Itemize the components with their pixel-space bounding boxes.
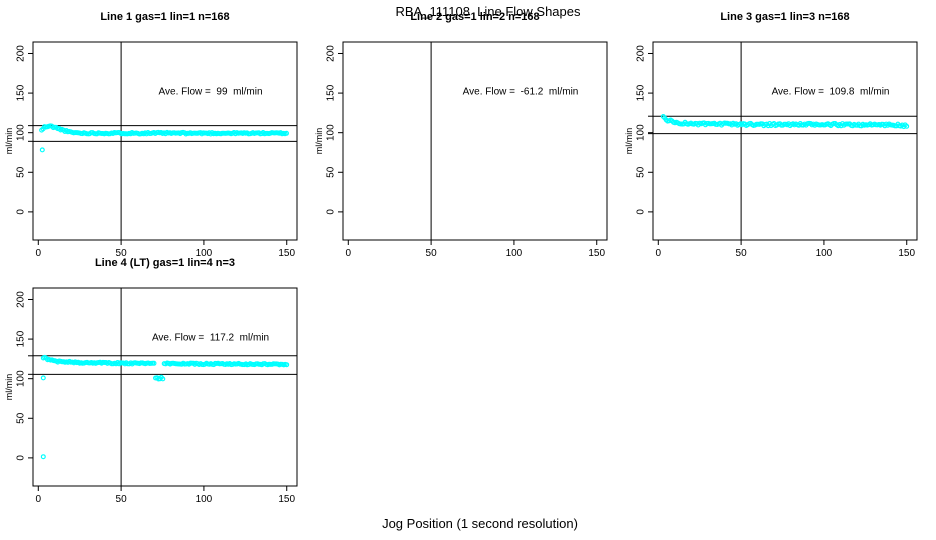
x-axis-tick-label: 0 (656, 248, 662, 259)
outlier-point (40, 454, 46, 460)
y-axis-title: ml/min (4, 374, 14, 401)
plot-box (652, 41, 918, 241)
y-axis-tick-label: 50 (326, 166, 337, 178)
x-axis-label: Jog Position (1 second resolution) (382, 516, 578, 531)
y-axis-tick-label: 200 (636, 45, 647, 62)
panel-plot-line1: 0 50 100 150 0 50 100 150 200 ml/min (4, 41, 298, 259)
y-axis-tick-label: 100 (16, 124, 27, 141)
data-point (151, 360, 157, 366)
panel-line3: Line 3 gas=1 lin=3 n=168 Ave. Flow = 109… (620, 6, 932, 259)
panel-title-line2: Line 2 gas=1 lin=2 n=168 (410, 11, 540, 23)
panel-plot-line2: 0 50 100 150 0 50 100 150 200 ml/min (314, 41, 608, 259)
x-axis-tick-label: 100 (506, 248, 523, 259)
y-axis-title: ml/min (4, 128, 14, 155)
outlier-point (40, 375, 46, 381)
x-axis-tick-label: 150 (898, 248, 915, 259)
x-axis-tick-label: 150 (278, 248, 295, 259)
ave-flow-annotation-line4: Ave. Flow = 117.2 ml/min (151, 332, 270, 343)
plot-box (32, 287, 298, 487)
panel-line1: Line 1 gas=1 lin=1 n=168 Ave. Flow = 99 … (0, 6, 312, 259)
x-axis-tick-label: 0 (36, 494, 42, 505)
panel-title-line3: Line 3 gas=1 lin=3 n=168 (720, 11, 850, 23)
y-axis-tick-label: 100 (326, 124, 337, 141)
x-axis-tick-label: 150 (278, 494, 295, 505)
panel-plot-line3: 0 50 100 150 0 50 100 150 200 ml/min (624, 41, 918, 259)
y-axis-tick-label: 100 (16, 370, 27, 387)
x-axis-tick-label: 100 (196, 248, 213, 259)
y-axis-tick-label: 0 (16, 455, 27, 461)
y-axis-tick-label: 150 (636, 84, 647, 101)
panel-title-line1: Line 1 gas=1 lin=1 n=168 (100, 11, 230, 23)
x-axis-tick-label: 50 (426, 248, 438, 259)
x-axis-tick-label: 50 (116, 248, 128, 259)
y-axis-tick-label: 200 (326, 45, 337, 62)
x-axis-tick-label: 100 (196, 494, 213, 505)
x-axis-tick-label: 100 (816, 248, 833, 259)
data-points (40, 354, 290, 460)
data-points (39, 123, 290, 153)
data-point (284, 362, 290, 368)
y-axis-title: ml/min (624, 128, 634, 155)
outlier-point (39, 147, 45, 153)
ave-flow-annotation-line1: Ave. Flow = 99 ml/min (158, 86, 263, 97)
y-axis-tick-label: 200 (16, 291, 27, 308)
x-axis-tick-label: 150 (588, 248, 605, 259)
y-axis-tick-label: 200 (16, 45, 27, 62)
x-axis-tick-label: 50 (736, 248, 748, 259)
panel-title-line4: Line 4 (LT) gas=1 lin=4 n=3 (94, 257, 236, 269)
figure-title: RBA_111108 Line Flow Shapes (395, 4, 581, 19)
panel-plot-line4: 0 50 100 150 0 50 100 150 200 ml/min (4, 287, 298, 505)
plot-box (342, 41, 608, 241)
data-point (284, 130, 290, 136)
y-axis-tick-label: 0 (636, 209, 647, 215)
y-axis-tick-label: 50 (16, 166, 27, 178)
x-axis-tick-label: 50 (116, 494, 128, 505)
y-axis-tick-label: 0 (16, 209, 27, 215)
plot-box (32, 41, 298, 241)
x-axis-tick-label: 0 (346, 248, 352, 259)
panel-line2: Line 2 gas=1 lin=2 n=168 Ave. Flow = -61… (310, 6, 622, 259)
ave-flow-annotation-line2: Ave. Flow = -61.2 ml/min (462, 86, 579, 97)
y-axis-tick-label: 150 (326, 84, 337, 101)
y-axis-title: ml/min (314, 128, 324, 155)
y-axis-tick-label: 50 (636, 166, 647, 178)
y-axis-tick-label: 150 (16, 330, 27, 347)
y-axis-tick-label: 100 (636, 124, 647, 141)
y-axis-tick-label: 0 (326, 209, 337, 215)
x-axis-tick-label: 0 (36, 248, 42, 259)
ave-flow-annotation-line3: Ave. Flow = 109.8 ml/min (771, 86, 890, 97)
y-axis-tick-label: 150 (16, 84, 27, 101)
data-point (160, 376, 166, 382)
panel-line4: Line 4 (LT) gas=1 lin=4 n=3 Ave. Flow = … (0, 252, 312, 505)
data-point (904, 123, 910, 129)
y-axis-tick-label: 50 (16, 412, 27, 424)
data-points (660, 113, 910, 130)
